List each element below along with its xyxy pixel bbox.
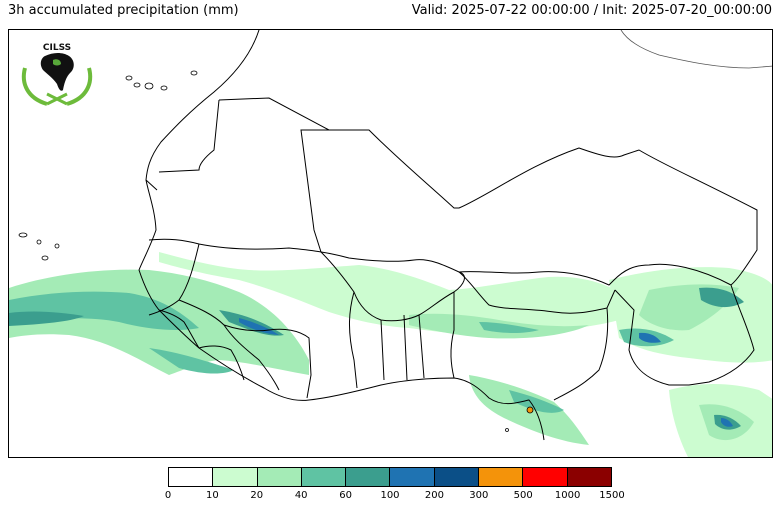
colorbar-tick-label: 0 (164, 490, 172, 501)
colorbar-tick-label: 200 (424, 490, 444, 501)
colorbar-segment (213, 468, 258, 486)
colorbar-segment (301, 468, 347, 486)
valid-init-time: Valid: 2025-07-22 00:00:00 / Init: 2025-… (411, 3, 772, 18)
colorbar-tick-label: 40 (294, 490, 308, 501)
colorbar-tick-label: 500 (513, 490, 533, 501)
colorbar-tick-label: 100 (380, 490, 400, 501)
colorbar-segment (169, 468, 214, 486)
colorbar-segment (567, 468, 611, 486)
boundaries (138, 30, 772, 441)
precipitation-map: CILSS (8, 29, 773, 458)
colorbar-tick-label: 1500 (599, 490, 625, 501)
colorbar-segment (257, 468, 302, 486)
colorbar-segment (434, 468, 480, 486)
colorbar-tick-label: 300 (469, 490, 489, 501)
map-canvas: CILSS (9, 30, 772, 457)
cilss-logo: CILSS (21, 43, 93, 106)
precip-field (9, 252, 772, 457)
colorbar-tick-label: 1000 (554, 490, 581, 501)
islands (18, 70, 509, 432)
colorbar-segment (523, 468, 568, 486)
colorbar-ticks: 0 10 20 40 60 100 200 300 500 1000 1500 (164, 490, 625, 506)
colorbar-tick-label: 20 (250, 490, 264, 501)
logo-text: CILSS (43, 43, 71, 53)
colorbar-tick-label: 10 (206, 490, 219, 501)
colorbar-tick-label: 60 (339, 490, 352, 501)
colorbar-segment (390, 468, 435, 486)
colorbar (168, 467, 612, 487)
colorbar-segment (346, 468, 391, 486)
map-title: 3h accumulated precipitation (mm) (8, 3, 239, 18)
colorbar-segment (479, 468, 524, 486)
